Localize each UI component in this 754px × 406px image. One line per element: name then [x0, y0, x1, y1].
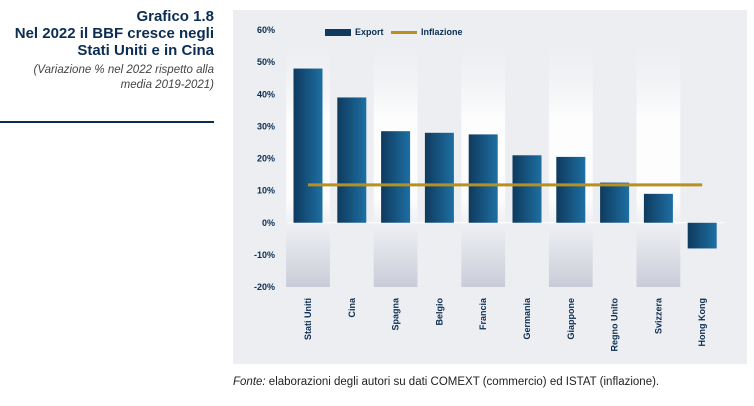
- band-8: [636, 30, 681, 287]
- export-bar-stati-uniti: [293, 68, 323, 223]
- x-tick-label: Svizzera: [653, 297, 663, 334]
- x-tick-label: Germania: [522, 297, 532, 340]
- legend-export-swatch: [325, 29, 351, 36]
- y-tick-label: 30%: [257, 121, 275, 131]
- y-tick-label: -10%: [254, 250, 275, 260]
- x-tick-label: Cina: [347, 297, 357, 317]
- chart-title: Nel 2022 il BBF cresce negli Stati Uniti…: [14, 25, 214, 59]
- legend-export-label: Export: [355, 27, 384, 37]
- x-tick-label: Regno Unito: [610, 298, 620, 352]
- export-bar-regno-unito: [600, 182, 630, 223]
- x-tick-label: Belgio: [434, 298, 444, 326]
- title-block: Grafico 1.8 Nel 2022 il BBF cresce negli…: [0, 8, 214, 93]
- export-bar-giappone: [556, 156, 586, 223]
- export-bar-germania: [512, 155, 542, 223]
- legend-inflation-swatch: [391, 31, 417, 34]
- x-tick-label: Stati Uniti: [303, 298, 313, 340]
- y-tick-label: 20%: [257, 154, 275, 164]
- y-tick-label: 50%: [257, 57, 275, 67]
- export-bar-belgio: [424, 132, 454, 223]
- y-tick-label: 0%: [262, 218, 275, 228]
- legend: Export Inflazione: [325, 27, 463, 37]
- source-text: elaborazioni degli autori su dati COMEXT…: [265, 376, 660, 388]
- y-tick-label: 40%: [257, 89, 275, 99]
- y-tick-label: 10%: [257, 186, 275, 196]
- x-axis-labels: Stati Uniti Cina Spagna Belgio Francia German…: [303, 297, 707, 351]
- source-note: Fonte: elaborazioni degli autori su dati…: [233, 376, 659, 388]
- source-label: Fonte:: [233, 376, 266, 388]
- export-bar-cina: [337, 97, 367, 223]
- chart-number: Grafico 1.8: [136, 8, 214, 25]
- y-tick-label: 60%: [257, 25, 275, 35]
- y-axis-ticks: 60% 50% 40% 30% 20% 10% 0% -10% -20%: [254, 25, 275, 292]
- chart-svg: 60% 50% 40% 30% 20% 10% 0% -10% -20% Stati Uniti…: [254, 25, 725, 352]
- legend-inflation-label: Inflazione: [421, 27, 463, 37]
- export-bar-hong-kong: [687, 222, 717, 249]
- x-tick-label: Hong Kong: [697, 298, 707, 347]
- x-tick-label: Giappone: [566, 298, 576, 340]
- export-bar-spagna: [381, 131, 411, 223]
- chart-subtitle: (Variazione % nel 2022 rispetto alla med…: [33, 64, 215, 91]
- export-bars: [293, 68, 717, 249]
- title-rule: [0, 121, 214, 123]
- x-tick-label: Spagna: [391, 297, 401, 331]
- export-bar-francia: [468, 134, 498, 223]
- x-tick-label: Francia: [478, 297, 488, 330]
- export-bar-svizzera: [643, 193, 673, 223]
- y-tick-label: -20%: [254, 282, 275, 292]
